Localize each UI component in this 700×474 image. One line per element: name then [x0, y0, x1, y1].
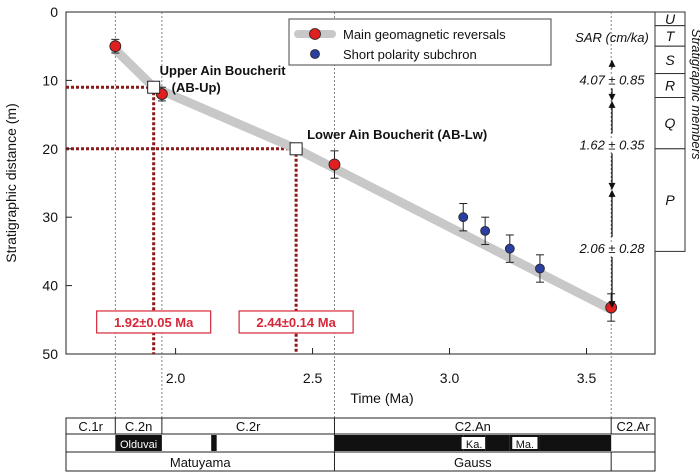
- y-tick-label-5: 50: [42, 346, 58, 362]
- x-tick-label-1: 2.5: [303, 370, 323, 386]
- polarity-bar-label-bg-5: [512, 437, 538, 449]
- site-markers: Upper Ain Boucherit (AB-Up) Lower Ain Bouc…: [147, 63, 487, 156]
- data-point-0-0: [109, 40, 122, 53]
- member-label-T: T: [666, 28, 676, 44]
- sar-value-0: 4.07 ± 0.85: [580, 72, 646, 87]
- site-label-0: Upper Ain Boucherit: [160, 63, 287, 78]
- chron-label-3: C2.An: [455, 419, 491, 434]
- legend-box: [288, 18, 552, 66]
- site-sublabel-0: (AB-Up): [172, 80, 221, 95]
- polarity-bar-4: [485, 435, 510, 451]
- age-box-1: [238, 310, 354, 334]
- member-label-S: S: [665, 52, 675, 68]
- y-tick-label-3: 30: [42, 209, 58, 225]
- y-axis: 0 10 20 30 40 50: [42, 4, 72, 362]
- age-box-0: [96, 310, 212, 334]
- legend-marker-0: [309, 28, 321, 40]
- site-marker-0: [147, 80, 161, 94]
- trend-line: [110, 45, 616, 315]
- member-cell-S: [654, 45, 686, 75]
- x-axis: 2.0 2.5 3.0 3.5: [166, 348, 597, 386]
- y-tick-label-1: 10: [42, 72, 58, 88]
- sar-arrowhead-up-2: [608, 189, 616, 197]
- sar-annotation: SAR (cm/ka) 4.07 ± 0.85 1.62 ± 0.35 2.06 ± …: [575, 30, 649, 309]
- member-cell-P: [654, 148, 686, 252]
- polarity-bar-6: [539, 435, 612, 451]
- y-tick-label-2: 20: [42, 141, 58, 157]
- sar-arrowhead-down-0: [608, 93, 616, 101]
- legend-label-0: Main geomagnetic reversals: [343, 27, 506, 42]
- age-label-0: 1.92±0.05 Ma: [114, 315, 194, 330]
- polarity-timescale: Olduvai Ka. Ma. C.1r C.2n C.2r C2.An C2.Ar Matuy…: [65, 417, 656, 472]
- member-label-P: P: [665, 192, 675, 208]
- x-tick-label-2: 3.0: [440, 370, 460, 386]
- polarity-bar-0: [115, 435, 162, 451]
- sar-arrowhead-up-0: [608, 59, 616, 67]
- sar-value-2: 2.06 ± 0.28: [579, 241, 646, 256]
- site-label-1: Lower Ain Boucherit (AB-Lw): [307, 127, 487, 142]
- polarity-bar-2: [334, 435, 464, 451]
- members-title: Stratigraphic members: [689, 29, 700, 160]
- site-projection-lines: 1.92±0.05 Ma 2.44±0.14 Ma: [66, 85, 354, 354]
- chron-label-2: C.2r: [236, 419, 261, 434]
- sar-title: SAR (cm/ka): [575, 30, 649, 45]
- site-marker-1: [289, 142, 303, 156]
- member-label-U: U: [665, 11, 676, 27]
- sar-arrowhead-up-1: [608, 100, 616, 108]
- data-point-1-3: [535, 263, 545, 274]
- data-point-0-2: [328, 158, 341, 171]
- polarity-bar-label-bg-3: [461, 437, 487, 449]
- sar-arrowhead-down-2: [608, 301, 616, 309]
- trend-band: [110, 45, 616, 315]
- chron-label-0: C.1r: [78, 419, 103, 434]
- legend: Main geomagnetic reversals Short polarity…: [288, 18, 552, 66]
- data-point-1-2: [504, 243, 515, 254]
- legend-marker-1: [310, 49, 320, 59]
- legend-label-1: Short polarity subchron: [343, 47, 477, 62]
- x-tick-label-3: 3.5: [577, 370, 597, 386]
- polarity-bar-label-0: Olduvai: [120, 439, 157, 451]
- age-label-1: 2.44±0.14 Ma: [256, 315, 336, 330]
- data-point-1-0: [458, 212, 469, 223]
- polarity-bar-1: [211, 435, 217, 451]
- data-point-1-1: [480, 225, 491, 236]
- sar-value-1: 1.62 ± 0.35: [580, 137, 646, 152]
- y-tick-label-4: 40: [42, 278, 58, 294]
- x-axis-label: Time (Ma): [350, 390, 413, 406]
- sar-arrowhead-down-1: [608, 182, 616, 190]
- chron-label-4: C2.Ar: [616, 419, 650, 434]
- polarity-bar-label-5: Ma.: [516, 439, 534, 451]
- member-label-R: R: [665, 78, 675, 94]
- epoch-label-1: Gauss: [454, 455, 492, 470]
- epoch-label-0: Matuyama: [170, 455, 231, 470]
- y-axis-label: Stratigraphic distance (m): [3, 103, 19, 263]
- data-points: [109, 38, 618, 322]
- polarity-bar-label-3: Ka.: [466, 439, 483, 451]
- member-label-Q: Q: [665, 115, 676, 131]
- y-tick-label-0: 0: [50, 4, 58, 20]
- chron-label-1: C.2n: [125, 419, 152, 434]
- x-tick-label-0: 2.0: [166, 370, 186, 386]
